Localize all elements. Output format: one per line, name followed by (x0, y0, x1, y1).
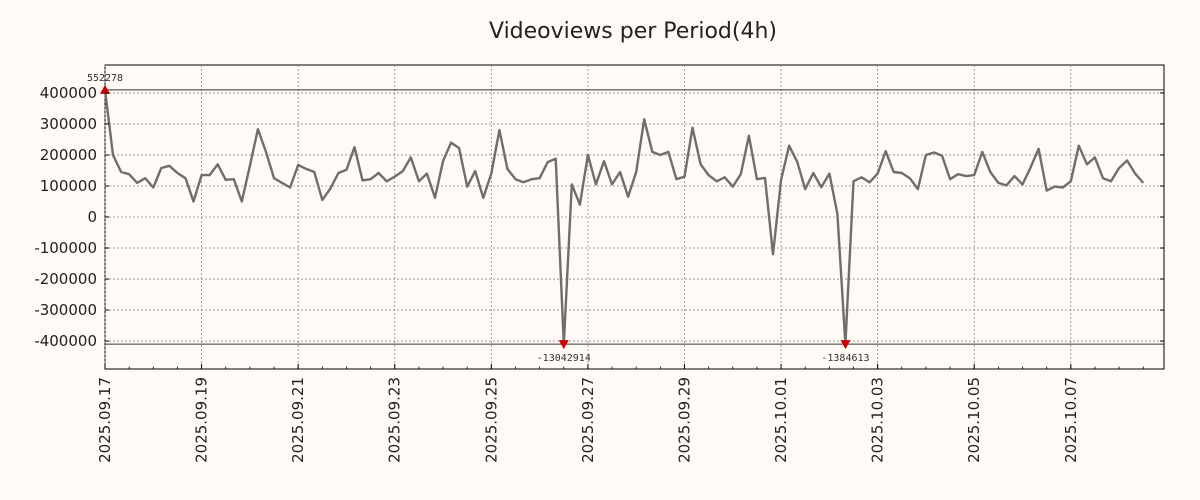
y-tick-label: 400000 (40, 84, 97, 102)
y-tick-label: -400000 (34, 332, 97, 350)
series-line-videoviews (103, 89, 1145, 346)
outlier-marker (558, 340, 569, 350)
chart-title: Videoviews per Period(4h) (489, 19, 777, 44)
x-tick-label: 2025.10.07 (1062, 377, 1080, 463)
y-axis: 400000 300000 200000 100000 0 -100000 -200000 -… (34, 84, 1164, 350)
x-tick-label: 2025.09.17 (96, 377, 114, 463)
y-tick-label: 200000 (40, 146, 97, 164)
y-tick-label: -100000 (34, 239, 97, 257)
outlier-label: 552278 (87, 73, 123, 84)
x-tick-label: 2025.09.29 (675, 377, 693, 463)
y-tick-label: -300000 (34, 301, 97, 319)
x-tick-label: 2025.09.23 (386, 377, 404, 463)
y-tick-label: 300000 (40, 115, 97, 133)
x-axis: 2025.09.17 2025.09.19 2025.09.21 2025.09.23… (96, 364, 1144, 463)
x-tick-label: 2025.10.03 (869, 377, 887, 463)
y-tick-label: 100000 (40, 177, 97, 195)
grid-lines (104, 65, 1164, 369)
y-tick-label: 0 (87, 208, 97, 226)
x-tick-label: 2025.09.27 (579, 377, 597, 463)
clip-lines (105, 89, 1164, 345)
x-tick-label: 2025.09.19 (193, 377, 211, 463)
x-tick-label: 2025.09.25 (482, 377, 500, 463)
outlier-label: -1384613 (821, 353, 869, 364)
series-layer (103, 89, 1145, 346)
outlier-marker (840, 340, 851, 350)
y-tick-label: -200000 (34, 270, 97, 288)
outlier-marker (100, 84, 110, 94)
outlier-label: -13042914 (537, 353, 591, 364)
x-tick-label: 2025.09.21 (289, 377, 307, 463)
x-tick-label: 2025.10.01 (772, 377, 790, 463)
x-tick-label: 2025.10.05 (965, 377, 983, 463)
annotation-layer: 552278 -13042914 -1384613 (87, 73, 870, 364)
